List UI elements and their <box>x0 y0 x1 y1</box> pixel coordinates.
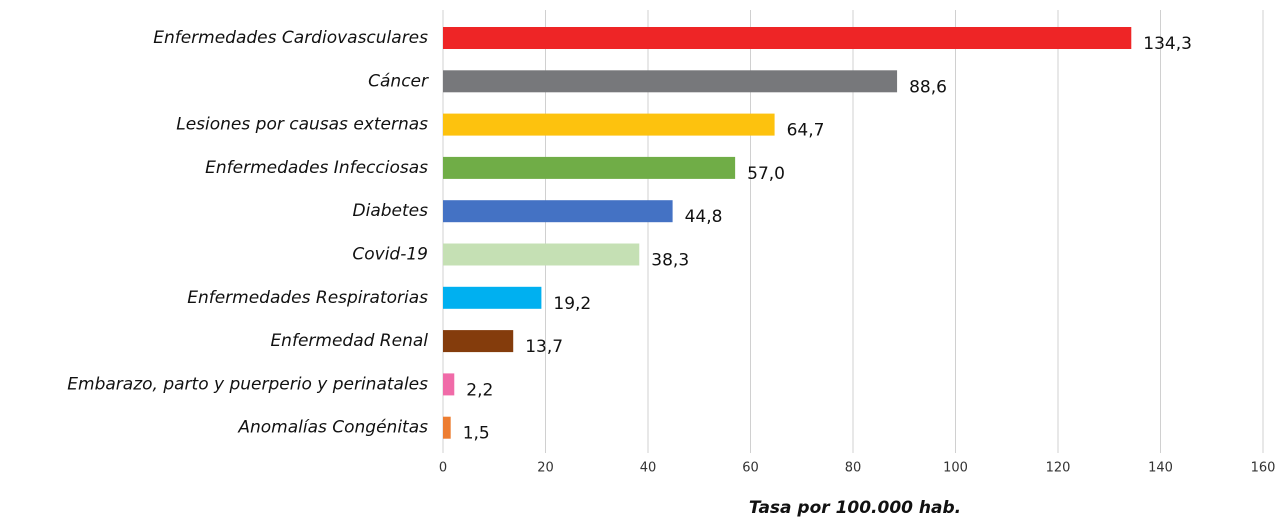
y-tick-label: Enfermedades Infecciosas <box>205 158 428 178</box>
x-tick-label: 40 <box>640 461 657 476</box>
bar <box>443 286 542 309</box>
value-label: 88,6 <box>909 77 947 97</box>
bar <box>443 70 898 93</box>
x-axis-title: Tasa por 100.000 hab. <box>749 498 961 518</box>
bar <box>443 156 736 179</box>
y-tick-label: Covid-19 <box>352 245 428 265</box>
bar <box>443 243 640 266</box>
x-tick-label: 80 <box>845 461 862 476</box>
y-tick-label: Embarazo, parto y puerperio y perinatale… <box>67 374 428 394</box>
bar <box>443 27 1132 49</box>
y-tick-label: Anomalías Congénitas <box>237 418 428 438</box>
y-tick-label: Enfermedades Cardiovasculares <box>153 28 428 48</box>
bar <box>443 330 514 353</box>
y-tick-label: Lesiones por causas externas <box>176 115 428 135</box>
value-label: 2,2 <box>466 380 493 400</box>
value-label: 57,0 <box>747 164 785 184</box>
y-tick-label: Diabetes <box>353 201 429 221</box>
value-label: 134,3 <box>1143 34 1192 54</box>
value-label: 1,5 <box>463 424 490 444</box>
y-tick-label: Enfermedades Respiratorias <box>187 288 428 308</box>
x-tick-label: 0 <box>439 461 447 476</box>
bar <box>443 200 673 223</box>
x-tick-label: 120 <box>1046 461 1071 476</box>
value-label: 38,3 <box>651 251 689 271</box>
value-label: 19,2 <box>553 294 591 314</box>
bar <box>443 373 455 396</box>
x-tick-label: 160 <box>1251 461 1276 476</box>
x-tick-label: 20 <box>537 461 554 476</box>
value-label: 44,8 <box>685 207 723 227</box>
bar <box>443 113 775 136</box>
value-label: 64,7 <box>787 121 825 141</box>
y-tick-label: Cáncer <box>368 71 429 91</box>
value-label: 13,7 <box>525 337 563 357</box>
x-tick-label: 100 <box>943 461 968 476</box>
y-tick-label: Enfermedad Renal <box>270 331 428 351</box>
x-tick-label: 140 <box>1148 461 1173 476</box>
x-tick-label: 60 <box>742 461 759 476</box>
bar <box>443 416 451 439</box>
